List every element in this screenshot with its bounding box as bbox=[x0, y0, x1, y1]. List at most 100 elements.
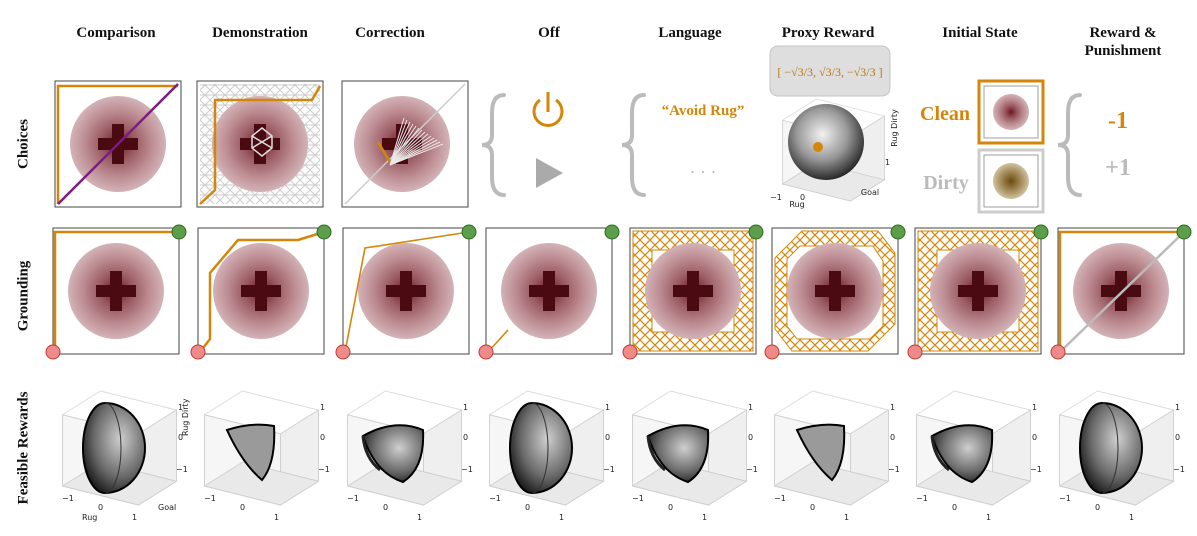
grounding-frame-initial-state bbox=[914, 227, 1042, 355]
dirty-state-frame bbox=[977, 148, 1045, 214]
feasible-plot-demonstration: −1 0 1 1 0 −1 bbox=[204, 390, 330, 522]
col-title-correction: Correction bbox=[355, 25, 425, 41]
feasible-region bbox=[646, 424, 710, 484]
feasible-ztick-neg: −1 bbox=[461, 465, 473, 474]
proxy-tick-neg: −1 bbox=[770, 193, 782, 202]
proxy-point bbox=[813, 142, 823, 152]
feasible-tick-neg: −1 bbox=[1059, 494, 1071, 503]
grounding-path-comparison bbox=[53, 230, 179, 352]
grounding-rug bbox=[501, 243, 597, 339]
play-icon bbox=[536, 158, 563, 188]
feasible-tick-neg: −1 bbox=[347, 494, 359, 503]
correction-path bbox=[376, 141, 392, 163]
grounding-frame-proxy-reward bbox=[771, 227, 899, 355]
feasible-ztick-zero: 0 bbox=[320, 433, 325, 442]
feasible-plot-proxy-reward: −1 0 1 1 0 −1 bbox=[774, 390, 900, 522]
language-quote: “Avoid Rug” bbox=[662, 103, 745, 119]
feasible-tick-pos: 1 bbox=[274, 513, 279, 522]
grounding-rug bbox=[68, 243, 164, 339]
off-brace bbox=[481, 93, 506, 197]
feasible-zlabel: Rug Dirty bbox=[181, 398, 190, 436]
grounding-path-reward-orange bbox=[1058, 230, 1184, 352]
initial-clean-label: Clean bbox=[920, 103, 970, 125]
grounding-frame-comparison bbox=[52, 227, 180, 355]
feasible-tick-zero: 0 bbox=[525, 503, 530, 512]
reward-brace bbox=[1057, 93, 1082, 197]
col-title-comparison: Comparison bbox=[76, 25, 156, 41]
grounding-rug bbox=[645, 243, 741, 339]
feasible-tick-pos: 1 bbox=[1129, 513, 1134, 522]
feasible-ztick-zero: 0 bbox=[1032, 433, 1037, 442]
feasible-xlabel: Rug bbox=[82, 513, 97, 522]
reward-minus: -1 bbox=[1108, 108, 1128, 134]
feasible-region bbox=[225, 423, 276, 482]
goal-marker bbox=[316, 224, 332, 240]
grounding-frame-off bbox=[485, 227, 613, 355]
feasible-tick-zero: 0 bbox=[668, 503, 673, 512]
choices-row: “Avoid Rug” · · · [ −√3/3, √3/3, −√3/3 ] Ru… bbox=[54, 45, 1131, 214]
start-marker bbox=[764, 344, 780, 360]
grounding-path-reward-gray bbox=[1059, 231, 1185, 353]
feasible-tick-zero: 0 bbox=[240, 503, 245, 512]
start-marker bbox=[478, 344, 494, 360]
feasible-tick-zero: 0 bbox=[810, 503, 815, 512]
grounding-frame-language bbox=[629, 227, 757, 355]
col-title-demonstration: Demonstration bbox=[212, 25, 308, 41]
feasible-region bbox=[361, 424, 425, 484]
feasible-ztick-pos: 1 bbox=[605, 403, 610, 412]
feasible-ztick-neg: −1 bbox=[176, 465, 188, 474]
feasible-plot-reward-punishment: −1 0 1 1 0 −1 bbox=[1059, 390, 1185, 522]
feasible-plot-language: −1 0 1 1 0 −1 bbox=[632, 390, 758, 522]
clean-rug bbox=[993, 94, 1029, 130]
choice-frame-demonstration bbox=[196, 80, 324, 208]
grounding-rug bbox=[358, 243, 454, 339]
col-title-reward-punishment: Reward & Punishment bbox=[1084, 25, 1162, 59]
reward-plus: +1 bbox=[1105, 155, 1131, 181]
feasible-region bbox=[930, 424, 994, 484]
feasible-ztick-zero: 0 bbox=[1175, 433, 1180, 442]
proxy-tick-pos: 1 bbox=[885, 158, 890, 167]
dirty-rug bbox=[993, 163, 1029, 199]
goal-marker bbox=[461, 224, 477, 240]
choice-frame-correction bbox=[341, 80, 469, 208]
clean-state-frame bbox=[977, 79, 1045, 145]
start-marker bbox=[622, 344, 638, 360]
feasible-tick-neg: −1 bbox=[774, 494, 786, 503]
start-marker bbox=[190, 344, 206, 360]
feasible-ztick-pos: 1 bbox=[1175, 403, 1180, 412]
feasible-tick-neg: −1 bbox=[62, 494, 74, 503]
goal-marker bbox=[171, 224, 187, 240]
feasible-tick-zero: 0 bbox=[1095, 503, 1100, 512]
feasible-tick-pos: 1 bbox=[844, 513, 849, 522]
col-title-language: Language bbox=[658, 25, 722, 41]
goal-marker bbox=[1033, 224, 1049, 240]
proxy-tick-zero: 0 bbox=[800, 193, 805, 202]
feasible-ztick-zero: 0 bbox=[748, 433, 753, 442]
start-marker bbox=[45, 344, 61, 360]
grounding-path-demonstration bbox=[199, 230, 325, 353]
feasible-tick-neg: −1 bbox=[632, 494, 644, 503]
proxy-sphere bbox=[788, 104, 864, 180]
language-brace bbox=[621, 93, 646, 197]
feasible-ztick-pos: 1 bbox=[1032, 403, 1037, 412]
goal-marker bbox=[890, 224, 906, 240]
grounding-rug bbox=[213, 243, 309, 339]
feasible-ztick-neg: −1 bbox=[603, 465, 615, 474]
proxy-ylabel: Goal bbox=[861, 188, 879, 197]
goal-marker bbox=[1176, 224, 1192, 240]
feasible-tick-zero: 0 bbox=[98, 503, 103, 512]
feasible-plot-comparison: −1 0 1 1 0 −1 Rug Goal Rug Dirty bbox=[62, 390, 190, 522]
power-icon bbox=[532, 98, 564, 127]
start-marker bbox=[907, 344, 923, 360]
feasible-ztick-pos: 1 bbox=[178, 403, 183, 412]
proxy-zlabel: Rug Dirty bbox=[890, 109, 899, 147]
col-title-proxy-reward: Proxy Reward bbox=[781, 25, 875, 41]
feasible-tick-pos: 1 bbox=[702, 513, 707, 522]
col-title-off: Off bbox=[538, 25, 560, 41]
feasible-plot-initial-state: −1 0 1 1 0 −1 bbox=[916, 390, 1042, 522]
start-marker bbox=[335, 344, 351, 360]
grounding-frame-correction bbox=[342, 227, 470, 355]
comparison-path-orange bbox=[56, 84, 178, 204]
